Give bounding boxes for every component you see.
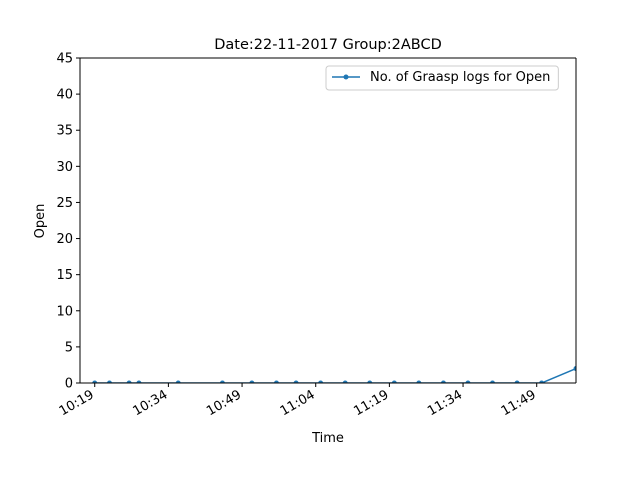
legend: No. of Graasp logs for Open [325,65,559,91]
y-tick-label: 25 [56,196,73,211]
chart-title: Date:22-11-2017 Group:2ABCD [214,37,442,53]
y-tick-label: 15 [56,268,73,283]
data-point [440,380,446,383]
legend-point-marker [343,74,349,80]
data-point [126,380,132,383]
legend-label: No. of Graasp logs for Open [370,70,550,85]
data-point [273,380,279,383]
series-layer [92,366,576,383]
data-point [175,380,181,383]
y-tick-label: 0 [65,377,73,392]
plot-area [80,58,576,383]
y-tick-label: 20 [56,232,73,247]
data-point [367,380,373,383]
data-point [391,380,397,383]
y-tick-label: 40 [56,88,73,103]
x-axis-label: Time [311,431,344,446]
plot-background [80,58,576,383]
data-point [490,380,496,383]
y-tick-label: 5 [65,340,73,355]
data-point [416,380,422,383]
data-point [106,380,112,383]
data-point [539,380,545,383]
data-point [573,366,576,372]
data-point [293,380,299,383]
data-point [249,380,255,383]
data-point [465,380,471,383]
y-tick-label: 10 [56,304,73,319]
data-point [318,380,324,383]
data-point [514,380,520,383]
y-tick-label: 30 [56,160,73,175]
y-tick-label: 45 [56,52,73,67]
y-axis-label: Open [33,204,48,239]
data-point [136,380,142,383]
y-tick-label: 35 [56,124,73,139]
legend-box [325,65,559,91]
data-point [342,380,348,383]
data-point [219,380,225,383]
data-point [92,380,98,383]
